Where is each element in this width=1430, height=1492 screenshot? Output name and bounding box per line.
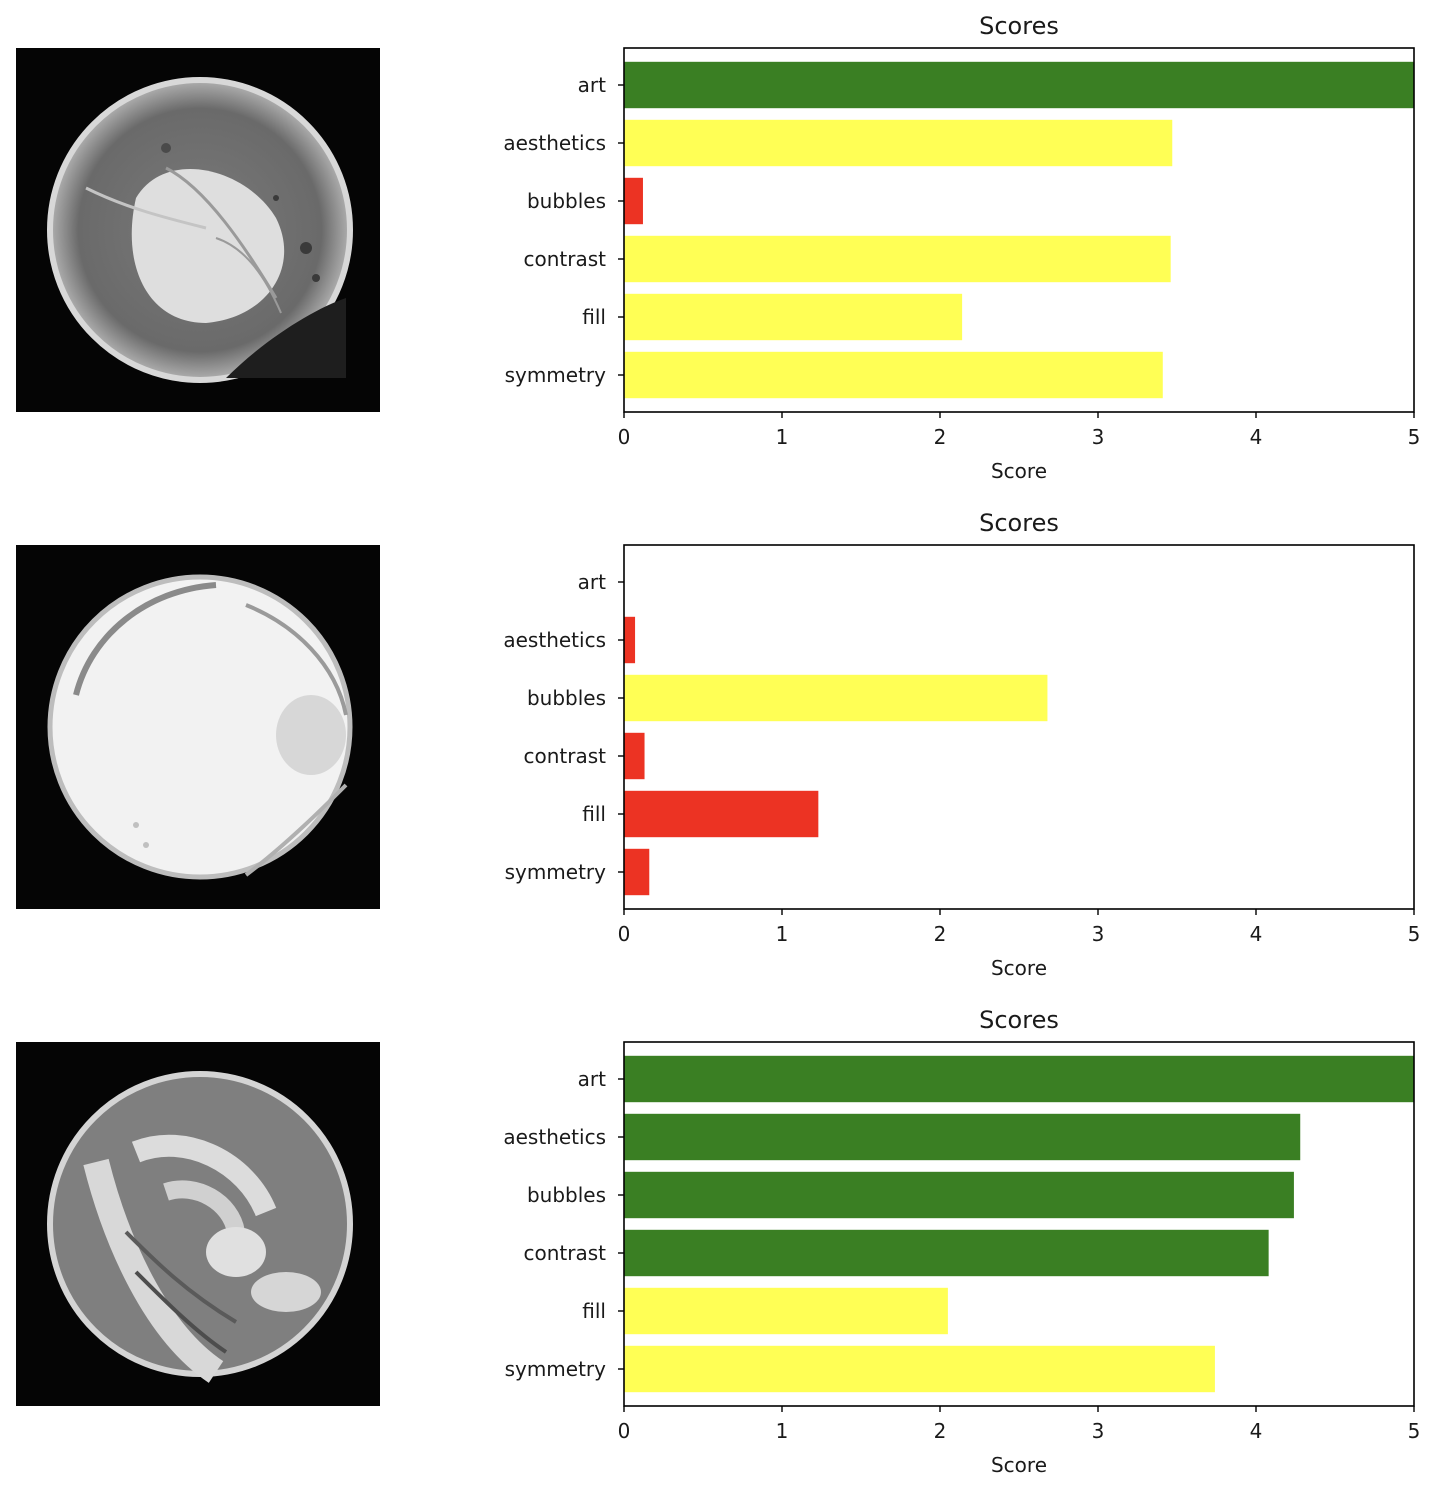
y-tick-label-art: art — [578, 1067, 606, 1091]
bar-aesthetics — [624, 616, 636, 664]
y-tick-label-aesthetics: aesthetics — [503, 628, 606, 652]
x-tick-label: 1 — [776, 922, 789, 946]
x-tick-label: 2 — [934, 425, 947, 449]
y-tick-label-fill: fill — [582, 802, 606, 826]
result-row-1: Scores art aesthetics bubbles contrast fill sy… — [0, 0, 1430, 497]
x-tick-label: 5 — [1408, 1419, 1421, 1443]
bar-bubbles — [624, 177, 643, 225]
plot-frame — [623, 47, 1415, 413]
y-tick-label-contrast: contrast — [524, 247, 607, 271]
x-tick-label: 3 — [1092, 922, 1105, 946]
bar-aesthetics — [624, 119, 1173, 167]
x-tick-label: 5 — [1408, 922, 1421, 946]
bar-fill — [624, 1287, 948, 1335]
y-tick-label-aesthetics: aesthetics — [503, 1125, 606, 1149]
bar-art — [624, 61, 1414, 109]
x-tick-label: 0 — [618, 922, 631, 946]
bar-bubbles — [624, 674, 1048, 722]
x-tick-label: 1 — [776, 425, 789, 449]
y-tick-label-aesthetics: aesthetics — [503, 131, 606, 155]
y-tick-label-fill: fill — [582, 1299, 606, 1323]
scores-bar-chart-1: Scores art aesthetics bubbles contrast fill sy… — [503, 12, 1421, 483]
latte-photo-tulip-art — [16, 1042, 380, 1406]
x-tick-label: 5 — [1408, 425, 1421, 449]
x-tick-label: 2 — [934, 1419, 947, 1443]
chart-title: Scores — [979, 12, 1059, 40]
latte-leaf-art-icon — [47, 77, 353, 383]
y-tick-label-bubbles: bubbles — [527, 686, 606, 710]
latte-photo-leaf-art — [16, 48, 380, 412]
y-tick-label-symmetry: symmetry — [505, 860, 607, 884]
x-tick-label: 2 — [934, 922, 947, 946]
x-axis-label: Score — [991, 1453, 1047, 1477]
bar-contrast — [624, 235, 1171, 283]
y-tick-label-symmetry: symmetry — [505, 363, 607, 387]
y-tick-label-bubbles: bubbles — [527, 189, 606, 213]
latte-photo-plain-foam — [16, 545, 380, 909]
bar-fill — [624, 790, 819, 838]
scores-chart-2: Scores art aesthetics bubbles contrast fill sy… — [0, 497, 1430, 994]
y-tick-label-contrast: contrast — [524, 1241, 607, 1265]
x-tick-label: 4 — [1250, 425, 1263, 449]
scores-chart-3: Scores art aesthetics bubbles contrast fill sy… — [0, 994, 1430, 1491]
bar-contrast — [624, 1229, 1269, 1277]
bar-symmetry — [624, 1345, 1215, 1393]
bar-art — [624, 1055, 1414, 1103]
scores-chart-1: Scores art aesthetics bubbles contrast fill sy… — [0, 0, 1430, 497]
y-tick-label-bubbles: bubbles — [527, 1183, 606, 1207]
bar-bubbles — [624, 1171, 1294, 1219]
scores-bar-chart-3: Scores art aesthetics bubbles contrast fill sy… — [503, 1006, 1421, 1477]
bar-symmetry — [624, 351, 1163, 399]
y-tick-label-art: art — [578, 570, 606, 594]
y-tick-label-symmetry: symmetry — [505, 1357, 607, 1381]
chart-title: Scores — [979, 509, 1059, 537]
result-row-2: Scores art aesthetics bubbles contrast fill sy… — [0, 497, 1430, 994]
plot-frame — [623, 544, 1415, 910]
x-tick-label: 1 — [776, 1419, 789, 1443]
x-tick-label: 3 — [1092, 1419, 1105, 1443]
x-tick-label: 4 — [1250, 1419, 1263, 1443]
latte-tulip-art-icon — [47, 1071, 353, 1383]
x-tick-label: 0 — [618, 1419, 631, 1443]
plot-frame — [623, 1041, 1415, 1407]
y-tick-label-contrast: contrast — [524, 744, 607, 768]
y-tick-label-art: art — [578, 73, 606, 97]
x-tick-label: 4 — [1250, 922, 1263, 946]
x-tick-label: 3 — [1092, 425, 1105, 449]
x-tick-label: 0 — [618, 425, 631, 449]
bar-aesthetics — [624, 1113, 1301, 1161]
result-row-3: Scores art aesthetics bubbles contrast fill sy… — [0, 994, 1430, 1491]
chart-title: Scores — [979, 1006, 1059, 1034]
y-tick-label-fill: fill — [582, 305, 606, 329]
x-axis-label: Score — [991, 459, 1047, 483]
bar-symmetry — [624, 848, 650, 896]
bar-contrast — [624, 732, 645, 780]
latte-plain-foam-icon — [47, 574, 353, 880]
bar-fill — [624, 293, 963, 341]
x-axis-label: Score — [991, 956, 1047, 980]
scores-bar-chart-2: Scores art aesthetics bubbles contrast fill sy… — [503, 509, 1421, 980]
